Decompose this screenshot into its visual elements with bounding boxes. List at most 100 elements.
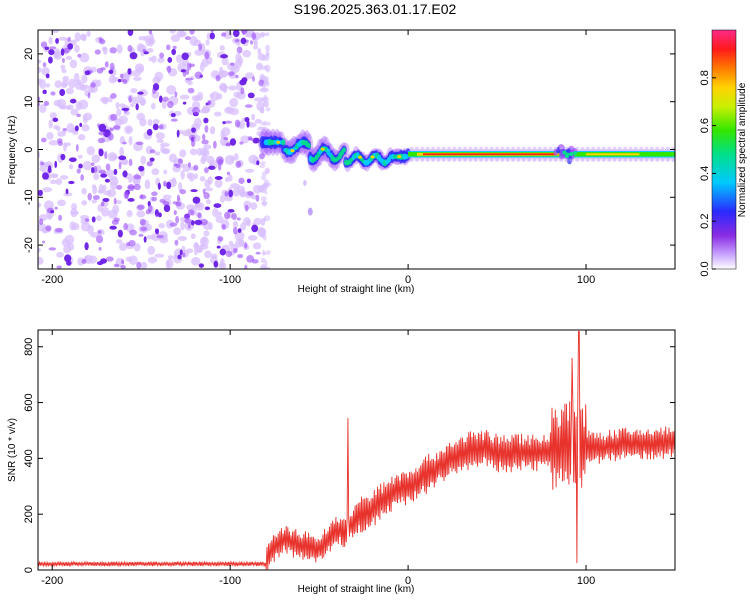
noise-speck-light	[92, 185, 98, 195]
noise-speck	[167, 65, 172, 74]
noise-speck	[129, 52, 138, 60]
noise-speck-light	[65, 55, 73, 61]
colorbar-tick-label: 0.2	[699, 214, 711, 229]
tone-fringe	[655, 146, 660, 150]
noise-speck	[118, 155, 127, 161]
tone-fringe	[575, 146, 580, 150]
noise-speck	[193, 164, 199, 171]
noise-speck-light	[242, 49, 252, 58]
noise-speck	[84, 70, 91, 76]
tone-fringe	[548, 146, 553, 150]
noise-speck	[255, 251, 261, 255]
noise-speck-light	[54, 80, 63, 88]
tone-fringe	[516, 146, 521, 150]
noise-speck	[158, 95, 163, 103]
noise-speck-light	[131, 69, 141, 77]
tone-fringe	[511, 146, 516, 150]
spectrogram-x-tick-label: -200	[41, 274, 63, 286]
tone-fringe	[623, 146, 628, 150]
signal-isolated-blob	[303, 179, 307, 186]
noise-speck-light	[229, 183, 240, 189]
noise-speck	[81, 258, 87, 264]
noise-speck	[187, 209, 195, 216]
noise-speck	[43, 100, 50, 107]
noise-speck-light	[66, 104, 71, 111]
noise-speck-light	[212, 208, 219, 218]
noise-speck	[120, 264, 126, 269]
noise-speck	[45, 225, 52, 232]
noise-speck	[65, 188, 69, 195]
noise-speck-light	[116, 108, 122, 117]
noise-speck	[230, 62, 235, 66]
noise-speck-edge	[264, 167, 270, 175]
noise-speck	[109, 47, 117, 54]
noise-speck	[140, 226, 148, 232]
noise-speck-light	[38, 247, 41, 253]
noise-speck	[42, 172, 50, 180]
noise-speck-light	[106, 169, 114, 178]
tone-fringe	[532, 146, 537, 150]
noise-speck	[175, 215, 180, 224]
noise-speck	[104, 61, 109, 68]
noise-speck	[92, 195, 100, 200]
noise-speck	[240, 37, 247, 45]
noise-speck-light	[160, 145, 165, 153]
noise-speck	[182, 101, 187, 105]
noise-speck	[189, 30, 195, 35]
noise-speck	[246, 254, 255, 263]
noise-speck-light	[180, 221, 185, 231]
noise-speck-light	[82, 112, 93, 121]
noise-speck	[42, 89, 47, 95]
noise-speck	[117, 78, 122, 83]
signal-core	[281, 139, 286, 146]
signal-highlight	[276, 140, 281, 144]
tone-fringe	[457, 158, 462, 162]
noise-speck	[123, 222, 128, 231]
noise-speck-edge	[265, 107, 271, 112]
tone-fringe	[612, 158, 617, 162]
noise-speck-light	[253, 45, 259, 50]
noise-speck	[78, 163, 83, 169]
snr-y-axis-label: SNR (10 * v/v)	[7, 418, 18, 482]
noise-speck	[224, 120, 233, 124]
noise-speck-edge	[260, 234, 265, 239]
tone-fringe	[596, 158, 601, 162]
noise-speck	[188, 134, 196, 141]
noise-speck	[122, 170, 128, 178]
tone-fringe	[436, 146, 441, 150]
noise-speck-light	[51, 30, 60, 34]
noise-speck	[128, 158, 133, 167]
noise-speck	[104, 178, 110, 183]
noise-speck	[55, 38, 59, 44]
noise-speck-light	[179, 31, 187, 37]
noise-speck-light	[77, 154, 83, 159]
noise-speck	[236, 217, 241, 221]
noise-speck	[234, 39, 240, 43]
noise-speck	[203, 192, 210, 200]
noise-speck	[223, 211, 231, 220]
noise-speck-light	[257, 126, 265, 131]
noise-speck-light	[107, 152, 118, 162]
noise-speck	[185, 77, 194, 81]
noise-speck-light	[140, 261, 148, 269]
noise-speck-light	[130, 87, 138, 94]
noise-speck-light	[179, 94, 190, 100]
tone-fringe	[569, 158, 574, 162]
noise-speck	[182, 252, 186, 258]
noise-speck	[58, 214, 63, 221]
spectrogram-x-tick-label: 100	[577, 274, 595, 286]
noise-speck-light	[146, 47, 154, 53]
noise-speck-light	[48, 140, 59, 146]
noise-speck	[167, 100, 174, 109]
tone-fringe	[447, 146, 452, 150]
noise-speck	[95, 235, 104, 244]
noise-speck-light	[119, 242, 127, 251]
noise-speck-light	[81, 124, 90, 132]
noise-speck	[136, 261, 142, 269]
noise-speck	[97, 230, 102, 234]
noise-speck	[177, 158, 183, 164]
noise-speck	[135, 103, 139, 111]
spectrogram-y-tick-label: 0	[23, 146, 35, 152]
tone-fringe	[505, 158, 510, 162]
signal-highlight	[370, 155, 375, 159]
